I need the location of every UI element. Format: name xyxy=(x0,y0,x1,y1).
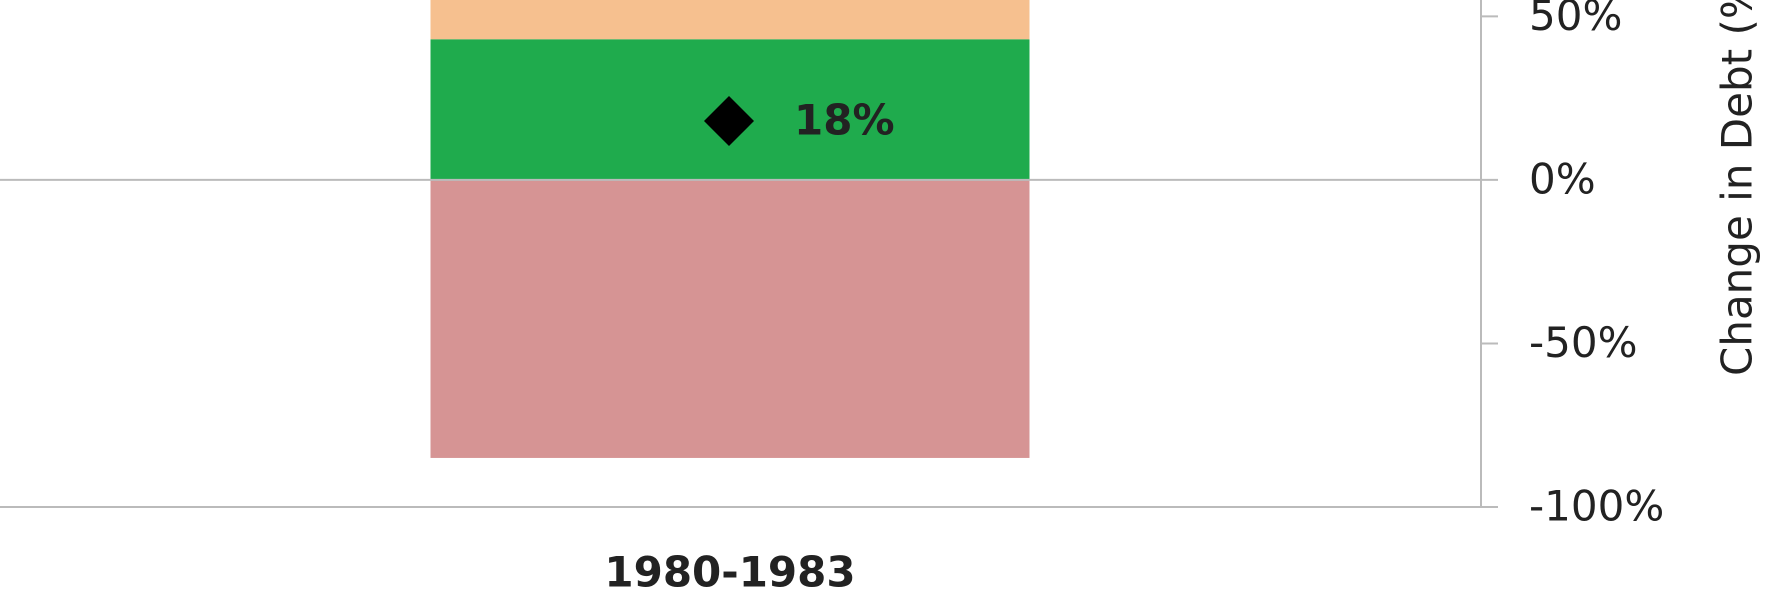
y-tick-label: -50% xyxy=(1529,318,1638,367)
plot-area xyxy=(430,0,1030,458)
x-tick-label: 1980-1983 xyxy=(604,548,855,592)
data-label: 18% xyxy=(794,96,895,145)
y-tick-label: 0% xyxy=(1529,154,1596,203)
bar-segment xyxy=(430,0,1030,40)
y-axis-label: Change in Debt (%) xyxy=(1713,0,1762,376)
bar-segment xyxy=(430,179,1030,458)
marker xyxy=(704,96,754,147)
y-tick-label: 50% xyxy=(1529,0,1622,40)
y-tick-label: -100% xyxy=(1529,482,1664,531)
